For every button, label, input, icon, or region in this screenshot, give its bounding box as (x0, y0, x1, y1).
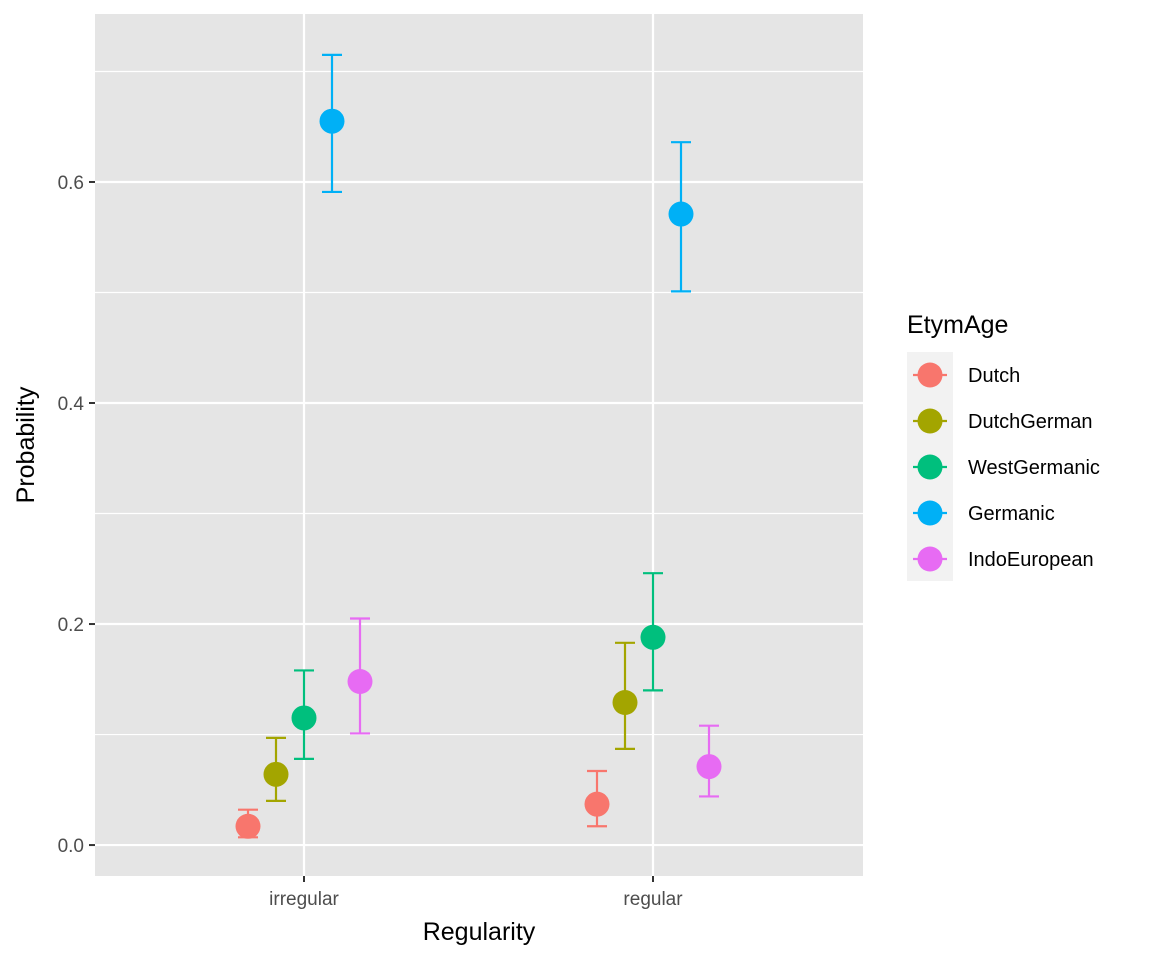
legend-label: IndoEuropean (968, 549, 1094, 571)
data-point (263, 761, 289, 787)
legend-label: WestGermanic (968, 457, 1100, 479)
legend-key-point (917, 546, 943, 572)
panel-background (95, 14, 863, 876)
legend-key-point (917, 454, 943, 480)
y-tick-label: 0.0 (58, 836, 84, 857)
x-tick-label: regular (623, 889, 683, 910)
legend-title: EtymAge (907, 311, 1008, 339)
x-tick-label: irregular (269, 889, 339, 910)
legend-label: DutchGerman (968, 411, 1093, 433)
data-marks (235, 53, 722, 839)
data-point (612, 689, 638, 715)
data-point (291, 705, 317, 731)
data-point (696, 754, 722, 780)
y-axis-title: Probability (12, 386, 40, 503)
data-point (235, 813, 261, 839)
legend-key-point (917, 500, 943, 526)
data-point (347, 668, 373, 694)
y-tick-label: 0.2 (58, 615, 84, 636)
legend-key-point (917, 408, 943, 434)
legend-label: Dutch (968, 365, 1020, 387)
legend-key-point (917, 362, 943, 388)
data-point (319, 108, 345, 134)
y-tick-label: 0.6 (58, 173, 84, 194)
data-point (584, 791, 610, 817)
data-point (668, 201, 694, 227)
x-axis-title: Regularity (423, 918, 536, 946)
legend: EtymAge Dutch DutchGerman WestGermanic Germ… (907, 311, 1100, 581)
data-point (640, 624, 666, 650)
legend-label: Germanic (968, 503, 1055, 525)
axes: 0.0 0.2 0.4 0.6 irregular regular (58, 173, 684, 910)
y-tick-label: 0.4 (58, 394, 85, 415)
